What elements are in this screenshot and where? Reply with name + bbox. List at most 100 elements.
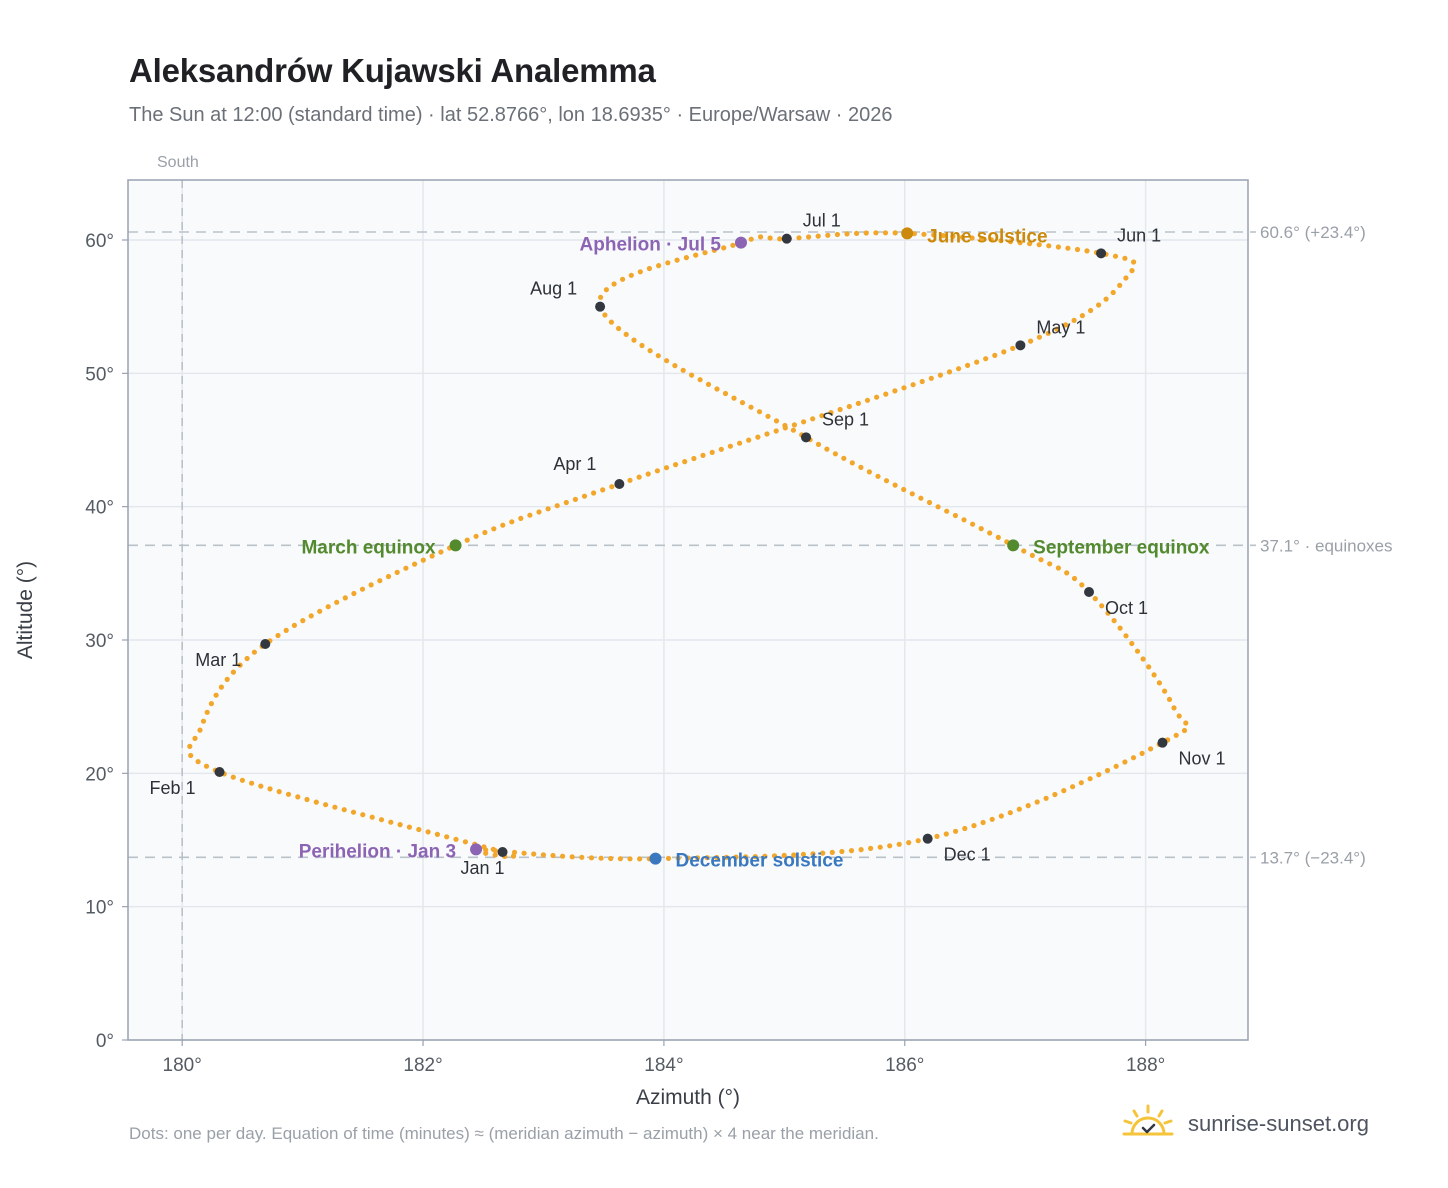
day-dot — [1134, 648, 1141, 654]
day-dot — [980, 819, 986, 826]
day-dot — [928, 375, 934, 381]
day-dot — [777, 236, 783, 242]
day-dot — [663, 465, 670, 471]
y-tick-label: 60° — [85, 231, 114, 252]
reference-lines: 60.6° (+23.4°) 37.1° · equinoxes 13.7° (−2… — [128, 180, 1393, 1040]
day-dot — [545, 506, 551, 512]
reference-label: 60.6° (+23.4°) — [1260, 223, 1366, 242]
day-dot — [1064, 570, 1070, 576]
x-tick-label: 180° — [163, 1055, 202, 1076]
day-dot — [680, 367, 686, 373]
y-axis-label: Altitude (°) — [14, 561, 37, 659]
day-dot — [208, 701, 214, 707]
day-dot — [518, 515, 524, 522]
day-dot — [462, 839, 468, 845]
day-dot — [588, 855, 595, 861]
day-dot — [1027, 241, 1033, 247]
day-dot — [998, 238, 1004, 244]
day-dot — [645, 471, 651, 477]
day-dot — [369, 814, 375, 820]
day-dot — [674, 257, 680, 263]
month-label: Jul 1 — [803, 211, 841, 231]
day-dot — [464, 537, 470, 543]
y-tick-label: 10° — [85, 898, 114, 919]
day-dot — [901, 486, 907, 493]
day-dot — [317, 608, 323, 614]
day-dot — [874, 394, 880, 400]
day-dot — [249, 780, 255, 786]
day-dot — [647, 348, 653, 354]
day-dot — [824, 446, 830, 452]
day-dot — [737, 440, 743, 446]
day-dot — [608, 319, 615, 325]
day-dot — [748, 236, 754, 242]
day-dot — [388, 819, 394, 825]
day-dot — [197, 727, 203, 733]
day-dot — [746, 437, 752, 443]
meridian-label: South — [157, 154, 199, 171]
day-dot — [697, 377, 703, 383]
day-dot — [1113, 763, 1119, 769]
footnote: Dots: one per day. Equation of time (min… — [129, 1124, 879, 1143]
day-dot — [637, 269, 643, 275]
day-dot — [267, 786, 273, 792]
day-dot — [714, 386, 720, 392]
sun-logo-icon — [1120, 1104, 1176, 1145]
day-dot — [875, 473, 881, 479]
day-dot — [989, 816, 995, 822]
day-dot — [1087, 776, 1093, 782]
day-dot — [1025, 803, 1031, 809]
day-dot — [946, 369, 953, 375]
day-dot — [959, 234, 966, 240]
day-dot — [1173, 732, 1179, 738]
day-dot — [397, 822, 403, 828]
month-dot — [214, 767, 225, 777]
day-dot — [434, 831, 440, 838]
day-dot — [791, 852, 797, 858]
day-dot — [935, 504, 941, 510]
day-dot — [868, 845, 874, 852]
day-dot — [444, 834, 450, 840]
day-dot — [368, 582, 374, 588]
day-dot — [806, 234, 812, 240]
day-dot — [378, 817, 385, 823]
day-dot — [988, 237, 994, 243]
day-dot — [849, 460, 855, 466]
day-dot — [531, 851, 537, 857]
day-dot — [579, 854, 585, 860]
day-dot — [285, 791, 292, 797]
day-dot — [230, 669, 236, 675]
day-dot — [609, 484, 615, 490]
y-tick-label: 50° — [85, 364, 114, 385]
event-dot — [1007, 539, 1020, 552]
plot-background — [128, 180, 1248, 1040]
day-dot — [682, 459, 688, 465]
day-dot — [492, 848, 498, 854]
event-dot — [734, 236, 747, 249]
month-label: Mar 1 — [195, 650, 241, 670]
day-dot — [275, 632, 281, 639]
day-dot — [569, 854, 575, 860]
day-dot — [921, 231, 927, 237]
brand[interactable]: sunrise-sunset.org — [1120, 1104, 1369, 1144]
day-dot — [815, 233, 821, 239]
day-dot — [727, 443, 734, 449]
day-dot — [689, 372, 695, 378]
day-dot — [1007, 810, 1013, 816]
day-dot — [937, 372, 944, 378]
day-dot — [764, 431, 770, 437]
day-dot — [685, 855, 691, 861]
event-label: December solstice — [675, 851, 843, 872]
day-dot — [756, 409, 763, 415]
day-dot — [854, 230, 860, 236]
day-dot — [815, 441, 822, 447]
day-dot — [864, 397, 871, 403]
day-dot — [453, 836, 459, 842]
day-dot — [1046, 243, 1052, 249]
day-dot — [237, 662, 243, 668]
day-dot — [892, 230, 898, 236]
day-dot — [334, 599, 340, 605]
day-dot — [1110, 289, 1116, 296]
day-dot — [1010, 345, 1016, 351]
day-dot — [675, 855, 681, 861]
